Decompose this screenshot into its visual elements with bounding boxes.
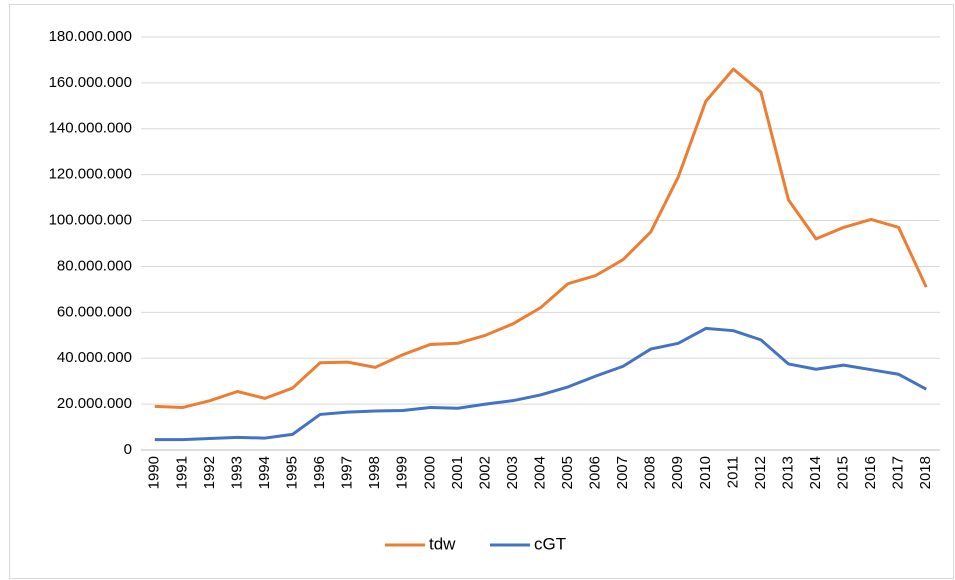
x-tick-label: 1998 — [366, 456, 383, 489]
y-tick-label: 140.000.000 — [49, 120, 132, 137]
y-tick-label: 100.000.000 — [49, 212, 132, 229]
y-tick-label: 60.000.000 — [57, 303, 132, 320]
x-tick-label: 2000 — [421, 456, 438, 489]
line-series — [154, 67, 928, 410]
x-tick-label: 2017 — [890, 456, 907, 489]
x-tick-label: 1992 — [201, 456, 218, 489]
legend-label: tdw — [429, 534, 456, 553]
y-tick-label: 180.000.000 — [49, 28, 132, 45]
x-tick-label: 2018 — [917, 456, 934, 489]
x-tick-label: 2009 — [669, 456, 686, 489]
x-tick-label: 1994 — [256, 456, 273, 489]
y-tick-label: 0 — [124, 441, 132, 458]
x-tick-label: 1993 — [228, 456, 245, 489]
y-tick-label: 40.000.000 — [57, 349, 132, 366]
x-tick-label: 1999 — [394, 456, 411, 489]
line-series — [154, 326, 927, 442]
x-tick-label: 1996 — [311, 456, 328, 489]
x-tick-label: 2013 — [779, 456, 796, 489]
x-tick-label: 2016 — [862, 456, 879, 489]
x-tick-label: 1990 — [146, 456, 163, 489]
x-tick-label: 1997 — [339, 456, 356, 489]
x-tick-label: 2008 — [642, 456, 659, 489]
chart-border — [9, 4, 954, 579]
x-tick-label: 2003 — [504, 456, 521, 489]
x-tick-label: 1991 — [173, 456, 190, 489]
y-tick-label: 120.000.000 — [49, 166, 132, 183]
y-tick-label: 80.000.000 — [57, 257, 132, 274]
x-tick-label: 1995 — [284, 456, 301, 489]
x-tick-label: 2012 — [752, 456, 769, 489]
y-tick-label: 160.000.000 — [49, 74, 132, 91]
x-tick-label: 2005 — [559, 456, 576, 489]
x-tick-label: 2014 — [807, 456, 824, 489]
x-tick-label: 2001 — [449, 456, 466, 489]
x-tick-label: 2015 — [835, 456, 852, 489]
x-tick-label: 2006 — [587, 456, 604, 489]
y-tick-label: 20.000.000 — [57, 395, 132, 412]
legend-label: cGT — [534, 534, 566, 553]
x-tick-label: 2010 — [697, 456, 714, 489]
x-tick-label: 2004 — [531, 456, 548, 489]
x-tick-label: 2007 — [614, 456, 631, 489]
x-tick-label: 2011 — [724, 456, 741, 488]
x-tick-label: 2002 — [476, 456, 493, 489]
